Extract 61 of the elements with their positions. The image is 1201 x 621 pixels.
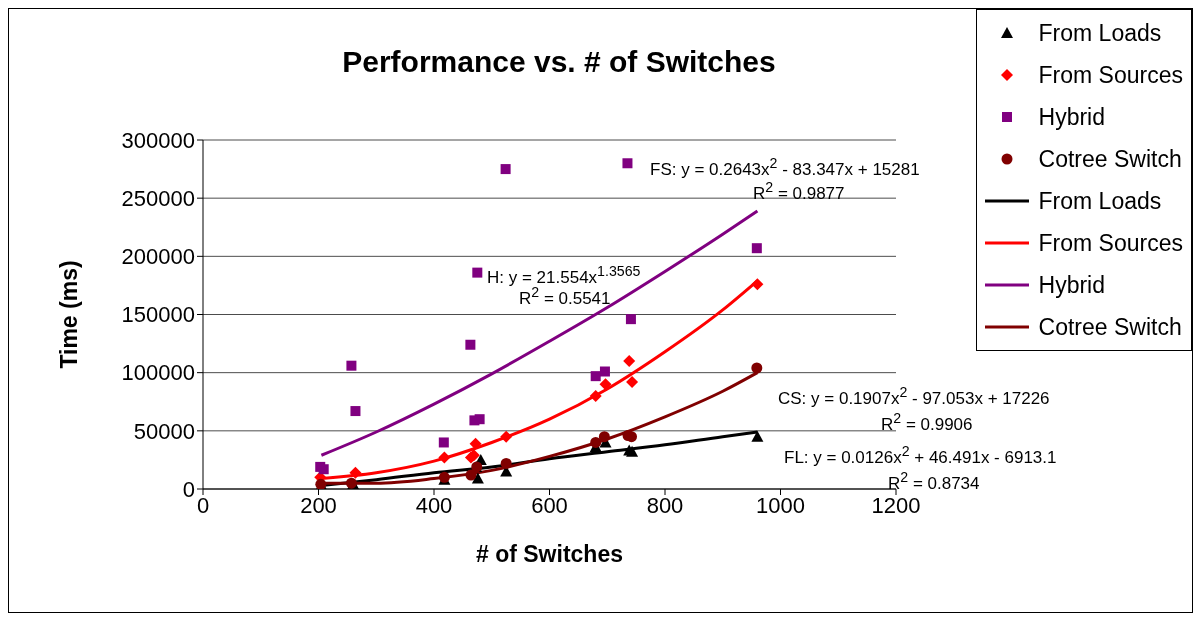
point <box>590 436 602 448</box>
point <box>751 362 763 374</box>
y-tick-label: 250000 <box>121 185 195 211</box>
point <box>599 366 610 377</box>
y-tick-label: 100000 <box>121 360 195 386</box>
x-tick-label: 1000 <box>756 492 805 518</box>
x-tick-label: 400 <box>415 492 453 518</box>
y-axis-title: Time (ms) <box>56 260 83 369</box>
x-tick-label: 1200 <box>871 492 921 518</box>
point <box>590 371 601 382</box>
line-series <box>319 209 759 457</box>
x-tick-label: 800 <box>646 492 684 518</box>
annotation: CS: y = 0.1907x$^{2}$ - 97.053x + 17226 <box>778 383 1050 409</box>
annotation: R$^{2}$ = 0.5541 <box>519 284 611 308</box>
point <box>438 437 449 448</box>
point <box>626 431 638 443</box>
legend-label: Cotree Switch <box>1038 145 1182 173</box>
point <box>751 243 762 254</box>
y-tick-label: 50000 <box>133 418 195 444</box>
point <box>500 430 513 443</box>
legend-label: Cotree Switch <box>1038 313 1182 341</box>
x-tick-label: 600 <box>531 492 568 518</box>
annotation: FL: y = 0.0126x$^{2}$ + 46.491x - 6913.1 <box>784 442 1057 468</box>
annotation: H: y = 21.554x$^{1.3565}$ <box>487 262 641 287</box>
legend-label: From Loads <box>1038 19 1162 47</box>
point <box>474 414 485 425</box>
legend-label: From Sources <box>1038 61 1183 89</box>
point <box>469 437 482 450</box>
point <box>625 314 636 325</box>
point <box>465 469 477 481</box>
point <box>471 472 484 484</box>
point <box>751 430 764 442</box>
y-tick-label: 300000 <box>121 127 195 153</box>
annotation: R$^{2}$ = 0.8734 <box>888 468 980 494</box>
y-tick-label: 0 <box>182 476 195 502</box>
point <box>626 375 639 388</box>
legend-label: From Loads <box>1038 187 1162 215</box>
legend-label: From Sources <box>1038 229 1183 257</box>
chart-title: Performance vs. # of Switches <box>341 45 777 79</box>
point <box>465 339 476 350</box>
point <box>438 451 451 464</box>
y-tick-label: 200000 <box>121 244 195 270</box>
point <box>346 360 357 371</box>
legend-label: Hybrid <box>1038 103 1106 131</box>
point <box>598 431 610 443</box>
point <box>623 355 636 368</box>
point <box>472 267 483 278</box>
point <box>589 389 602 402</box>
point <box>500 457 512 469</box>
y-tick-label: 150000 <box>121 302 195 328</box>
point <box>751 278 764 291</box>
legend-label: Hybrid <box>1038 271 1106 299</box>
x-tick-label: 200 <box>300 492 337 518</box>
point <box>349 466 362 479</box>
point <box>350 406 361 417</box>
annotation: R$^{2}$ = 0.9906 <box>881 409 973 435</box>
annotation: FS: y = 0.2643x$^{2}$ - 83.347x + 15281 <box>650 154 920 180</box>
point <box>622 158 633 169</box>
point <box>500 164 511 175</box>
x-axis-title: # of Switches <box>476 541 623 567</box>
annotation: R$^{2}$ = 0.9877 <box>753 178 845 204</box>
